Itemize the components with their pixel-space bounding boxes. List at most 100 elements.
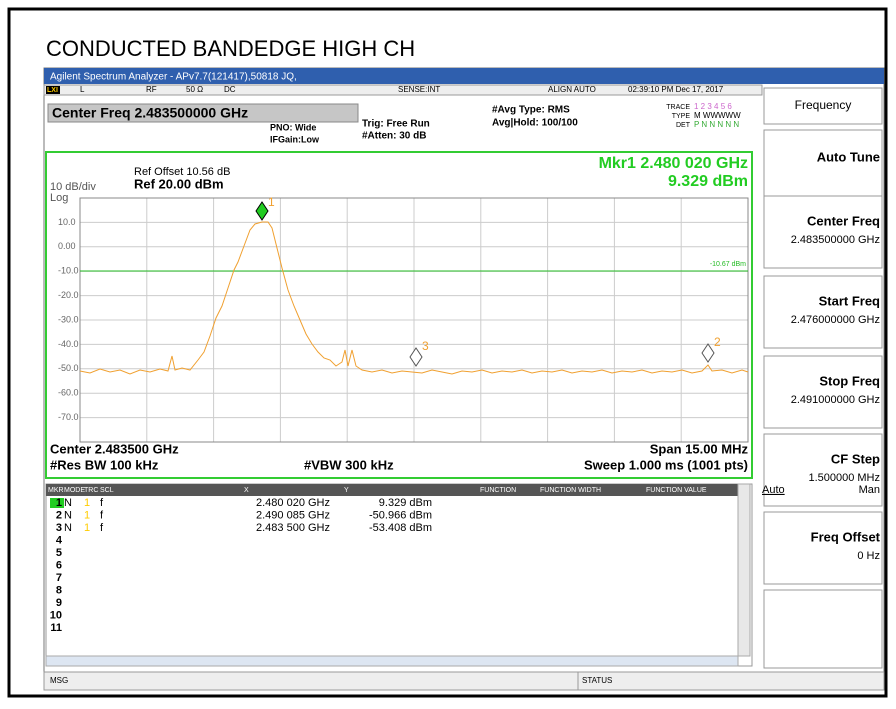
softkey-label: Center Freq <box>807 213 880 228</box>
softkey[interactable] <box>763 195 883 269</box>
scale: 10 dB/div <box>50 181 96 193</box>
table-cell: 2.480 020 GHz <box>256 497 330 509</box>
table-body: MKR MODE TRC SCL X Y FUNCTION FUNCTION WIDTH FUN… <box>48 487 707 634</box>
softkey-menu: Frequency <box>795 98 852 112</box>
marker-1-diamond <box>255 201 269 221</box>
status-impedance: 50 Ω <box>186 85 203 94</box>
ifgain: IFGain:Low <box>270 134 320 144</box>
table-cell: 4 <box>56 534 63 546</box>
ref-level: Ref 20.00 dBm <box>134 176 224 191</box>
status-sense: SENSE:INT <box>398 85 440 94</box>
table-cell: 11 <box>50 622 62 634</box>
softkey[interactable] <box>763 433 883 507</box>
v-scrollbar[interactable] <box>737 483 751 657</box>
table-cell: 9 <box>56 597 62 609</box>
marker-3-label: 3 <box>422 339 429 353</box>
y-label: -10.0 <box>58 266 79 276</box>
msg-bar <box>43 671 885 691</box>
status-align: ALIGN AUTO <box>548 85 596 94</box>
y-label: 10.0 <box>58 217 76 227</box>
vbw: #VBW 300 kHz <box>304 457 394 472</box>
softkey-value: 1.500000 MHz <box>808 472 880 484</box>
y-label: 0.00 <box>58 241 76 251</box>
marker-table <box>45 483 753 667</box>
table-cell: N <box>64 509 72 521</box>
table-cell: 9.329 dBm <box>379 497 432 509</box>
softkey-label: CF Step <box>831 451 880 466</box>
table-cell: 2.483 500 GHz <box>256 522 330 534</box>
type-label: TYPE <box>672 113 691 120</box>
lxi-box <box>46 86 60 94</box>
marker-amp: 9.329 dBm <box>668 173 748 190</box>
table-cell: 1 <box>56 497 62 509</box>
softkey-label: Auto Tune <box>817 149 880 164</box>
table-header <box>46 484 738 496</box>
status: STATUS <box>582 676 612 685</box>
table-header-cell: FUNCTION <box>480 487 516 494</box>
softkey[interactable] <box>763 275 883 349</box>
ref-offset: Ref Offset 10.56 dB <box>134 166 230 178</box>
marker-freq: Mkr1 2.480 020 GHz <box>599 155 748 172</box>
scale-type: Log <box>50 192 68 204</box>
title-text: Agilent Spectrum Analyzer - APv7.7(12141… <box>50 72 297 83</box>
y-label: -30.0 <box>58 314 79 324</box>
softkey-label: Stop Freq <box>819 373 880 388</box>
table-header-cell: FUNCTION VALUE <box>646 487 707 494</box>
rbw: #Res BW 100 kHz <box>50 457 159 472</box>
y-label: -20.0 <box>58 290 79 300</box>
y-label: -40.0 <box>58 339 79 349</box>
table-cell: 5 <box>56 547 62 559</box>
msg: MSG <box>50 676 68 685</box>
lxi: LXI <box>47 87 58 94</box>
table-cell: 10 <box>50 609 62 621</box>
softkey-empty <box>763 589 883 669</box>
trig: Trig: Free Run <box>362 119 430 130</box>
table-cell: 2.490 085 GHz <box>256 509 330 521</box>
table-cell: f <box>100 522 104 534</box>
table-header-cell: MODE <box>64 487 85 494</box>
softkey[interactable] <box>763 511 883 585</box>
center-freq: Center Freq 2.483500000 GHz <box>52 105 248 121</box>
table-cell: 1 <box>84 509 90 521</box>
table-header-cell: Y <box>344 487 349 494</box>
marker-1-label: 1 <box>268 195 275 209</box>
status-datetime: 02:39:10 PM Dec 17, 2017 <box>628 85 724 94</box>
softkey[interactable] <box>763 355 883 429</box>
softkey-label: Start Freq <box>819 293 880 308</box>
sweep: Sweep 1.000 ms (1001 pts) <box>584 457 748 472</box>
table-cell: N <box>64 497 72 509</box>
table-cell: f <box>100 509 104 521</box>
softkey-panel: Frequency Auto Tune Center Freq 2.483500000… <box>762 87 883 669</box>
table-cell: 6 <box>56 559 62 571</box>
center: Center 2.483500 GHz <box>50 441 179 456</box>
pno: PNO: Wide <box>270 122 316 132</box>
table-cell: 1 <box>84 522 90 534</box>
span: Span 15.00 MHz <box>650 441 749 456</box>
trace-label: TRACE <box>666 104 690 111</box>
center-freq-box <box>47 103 359 123</box>
page-border <box>7 7 888 698</box>
det-val: P N N N N N <box>694 120 739 129</box>
softkey-label: Freq Offset <box>811 529 881 544</box>
plot-frame <box>79 197 749 443</box>
table-cell: N <box>64 522 72 534</box>
marker-3-diamond <box>409 347 423 367</box>
softkey-man: Man <box>859 484 880 496</box>
table-header-cell: TRC <box>84 487 98 494</box>
table-header-cell: FUNCTION WIDTH <box>540 487 601 494</box>
table-cell: -53.408 dBm <box>369 522 432 534</box>
table-header-cell: MKR <box>48 487 64 494</box>
table-cell: 8 <box>56 584 62 596</box>
selected-marker <box>50 498 64 508</box>
softkey-value: 2.491000000 GHz <box>791 394 880 406</box>
softkey[interactable] <box>763 129 883 203</box>
atten: #Atten: 30 dB <box>362 131 426 142</box>
status-rf: RF <box>146 85 157 94</box>
trace <box>79 221 749 375</box>
softkey-auto: Auto <box>762 484 785 496</box>
softkey-value: 0 Hz <box>857 550 880 562</box>
h-scrollbar[interactable] <box>45 655 739 667</box>
table-header-cell: X <box>244 487 249 494</box>
title-bar <box>44 68 884 84</box>
table-cell: 3 <box>56 522 62 534</box>
